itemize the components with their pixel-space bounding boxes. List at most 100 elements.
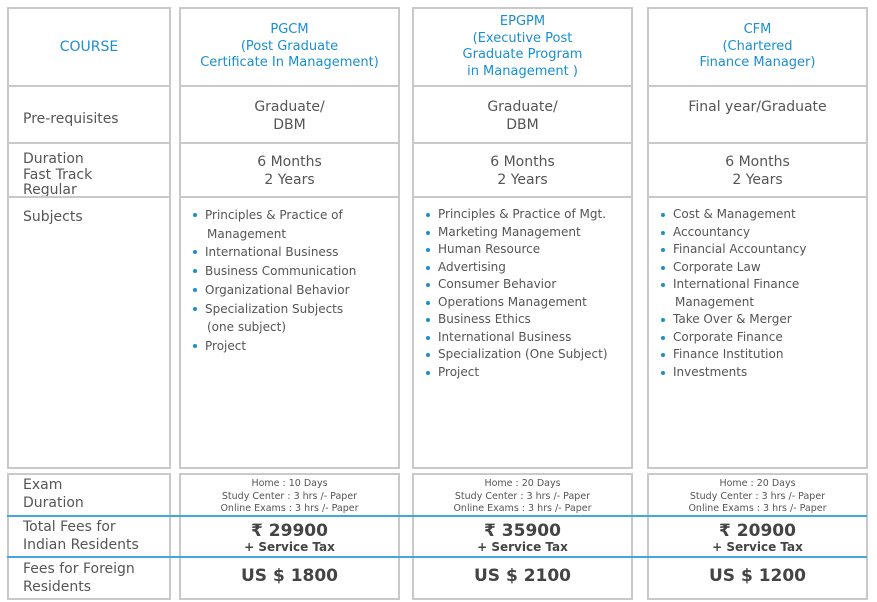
subject-item: (one subject) [207, 320, 287, 335]
subject-item: Corporate Law [659, 259, 866, 277]
course-title-line: Graduate Program [462, 47, 583, 62]
subject-item: Principles & Practice of [191, 206, 398, 225]
subject-item: Project [191, 337, 398, 356]
course-title-line: Finance Manager) [699, 55, 816, 71]
exam-line: Online Exams : 3 hrs /- Paper [220, 503, 359, 514]
prereq-label-cell: Pre-requisites [7, 85, 171, 144]
service-tax-note: + Service Tax [477, 539, 568, 554]
prereq-value: Final year/Graduate [688, 99, 827, 115]
service-tax-note: + Service Tax [712, 539, 803, 554]
course-title-cell: PGCM (Post Graduate Certificate In Managem… [179, 7, 400, 87]
subject-item: Operations Management [424, 294, 631, 312]
course-title-line: CFM [743, 22, 772, 38]
prereq-cell: Graduate/DBM [179, 85, 400, 144]
subjects-label-cell: Subjects [7, 196, 171, 469]
subject-item: Business Communication [191, 262, 398, 281]
subject-item: Specialization Subjects [191, 300, 398, 319]
indian-fee: ₹ 20900 [719, 520, 796, 541]
subject-item: Business Ethics [424, 311, 631, 329]
subject-item: Organizational Behavior [191, 281, 398, 300]
fast-track-label: Fast Track [23, 166, 93, 183]
prereq-value: Graduate/ [254, 99, 325, 115]
course-header: COURSE [7, 7, 171, 87]
indian-fee: ₹ 35900 [484, 520, 561, 541]
subject-item: Financial Accountancy [659, 241, 866, 259]
fees-label-box [7, 473, 171, 600]
subjects-list: Cost & Management Accountancy Financial Ac… [659, 206, 866, 381]
indian-label-line: Total Fees for [23, 519, 116, 535]
course-title-line: EPGPM [499, 14, 546, 29]
subject-item: International Finance [659, 276, 866, 294]
prereq-value: Graduate/ [487, 99, 558, 115]
duration-cell: 6 Months 2 Years [412, 142, 633, 198]
course-title-line: (Post Graduate [240, 38, 339, 54]
subjects-list: Principles & Practice of Mgt. Marketing M… [424, 206, 631, 381]
divider-line [7, 556, 867, 558]
course-title-line: (Executive Post [472, 30, 573, 46]
subject-item: Advertising [424, 259, 631, 277]
indian-fees-label: Total Fees for Indian Residents [9, 518, 139, 554]
duration-cell: 6 Months 2 Years [647, 142, 868, 198]
fees-box: Home : 20 Days Study Center : 3 hrs /- Pa… [412, 473, 633, 600]
exam-line: Home : 20 Days [484, 478, 561, 489]
subject-item: Investments [659, 364, 866, 382]
exam-line: Online Exams : 3 hrs /- Paper [688, 503, 827, 514]
subjects-cell: Cost & Management Accountancy Financial Ac… [647, 196, 868, 469]
exam-duration: Home : 20 Days Study Center : 3 hrs /- Pa… [414, 478, 631, 516]
fees-box: Home : 10 Days Study Center : 3 hrs /- Pa… [179, 473, 400, 600]
course-title-line: (Chartered [722, 38, 793, 54]
duration-value: 2 Years [264, 172, 315, 188]
exam-line: Home : 20 Days [719, 478, 796, 489]
course-label: COURSE [59, 38, 119, 55]
subject-item: International Business [191, 243, 398, 262]
subject-item: Specialization (One Subject) [424, 346, 631, 364]
course-title-cell: CFM (Chartered Finance Manager) [647, 7, 868, 87]
exam-label-line: Duration [23, 495, 84, 511]
subject-item: International Business [424, 329, 631, 347]
prereq-value: DBM [506, 117, 539, 133]
subject-item: Human Resource [424, 241, 631, 259]
subject-item: Take Over & Merger [659, 311, 866, 329]
duration-value: 6 Months [257, 154, 322, 170]
exam-line: Study Center : 3 hrs /- Paper [689, 490, 826, 502]
foreign-label-line: Residents [23, 579, 92, 595]
subject-item: Accountancy [659, 224, 866, 242]
subjects-cell: Principles & Practice of Management Intern… [179, 196, 400, 469]
subject-item: Consumer Behavior [424, 276, 631, 294]
duration-label-cell: Duration Fast Track Regular [7, 142, 171, 198]
indian-fee: ₹ 29900 [251, 520, 328, 541]
course-title-line: PGCM [270, 22, 309, 38]
duration-cell: 6 Months 2 Years [179, 142, 400, 198]
prereq-value: DBM [273, 117, 306, 133]
exam-line: Study Center : 3 hrs /- Paper [221, 490, 358, 502]
duration-label: Duration [23, 151, 84, 167]
foreign-label-line: Fees for Foreign [23, 561, 135, 577]
course-title-line: in Management ) [467, 63, 578, 79]
course-title-line: Certificate In Management) [200, 55, 379, 71]
duration-value: 6 Months [490, 154, 555, 170]
subjects-label: Subjects [23, 209, 83, 225]
prereq-cell: Graduate/DBM [412, 85, 633, 144]
subject-item: Finance Institution [659, 346, 866, 364]
exam-duration: Home : 20 Days Study Center : 3 hrs /- Pa… [649, 478, 866, 516]
exam-label: Exam Duration [9, 476, 84, 512]
duration-value: 2 Years [732, 172, 783, 188]
duration-value: 6 Months [725, 154, 790, 170]
fees-box: Home : 20 Days Study Center : 3 hrs /- Pa… [647, 473, 868, 600]
foreign-fee: US $ 2100 [473, 565, 572, 586]
regular-label: Regular [23, 182, 77, 198]
course-title-cell: EPGPM (Executive Post Graduate Program in M… [412, 7, 633, 87]
subject-item: Marketing Management [424, 224, 631, 242]
duration-value: 2 Years [497, 172, 548, 188]
subject-item: Management [207, 226, 287, 241]
subject-item: Project [424, 364, 631, 382]
prereq-cell: Final year/Graduate [647, 85, 868, 144]
prereq-label: Pre-requisites [23, 111, 119, 127]
exam-label-line: Exam [23, 477, 63, 493]
subjects-cell: Principles & Practice of Mgt. Marketing M… [412, 196, 633, 469]
foreign-fee: US $ 1800 [240, 565, 339, 586]
exam-line: Home : 10 Days [251, 478, 328, 489]
subject-item: Principles & Practice of Mgt. [424, 206, 631, 224]
indian-label-line: Indian Residents [23, 537, 139, 553]
subject-item: Management [675, 294, 755, 309]
